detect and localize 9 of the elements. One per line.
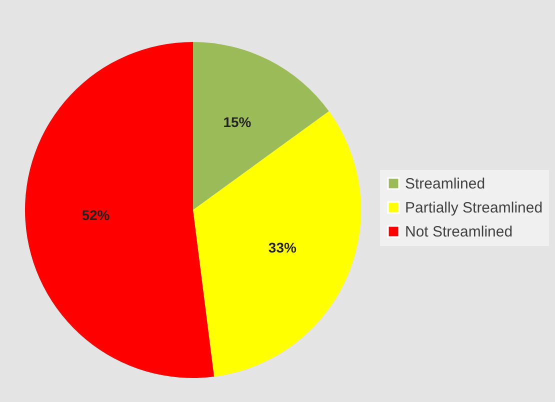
pie-slice — [193, 42, 329, 210]
legend-label: Streamlined — [405, 176, 486, 192]
legend-label: Not Streamlined — [405, 224, 513, 240]
data-label: 15% — [223, 114, 252, 130]
legend-label: Partially Streamlined — [405, 200, 543, 216]
data-label: 33% — [268, 240, 297, 256]
data-label: 52% — [82, 207, 110, 224]
pie-slice — [193, 111, 361, 377]
pie-slice — [25, 42, 214, 378]
